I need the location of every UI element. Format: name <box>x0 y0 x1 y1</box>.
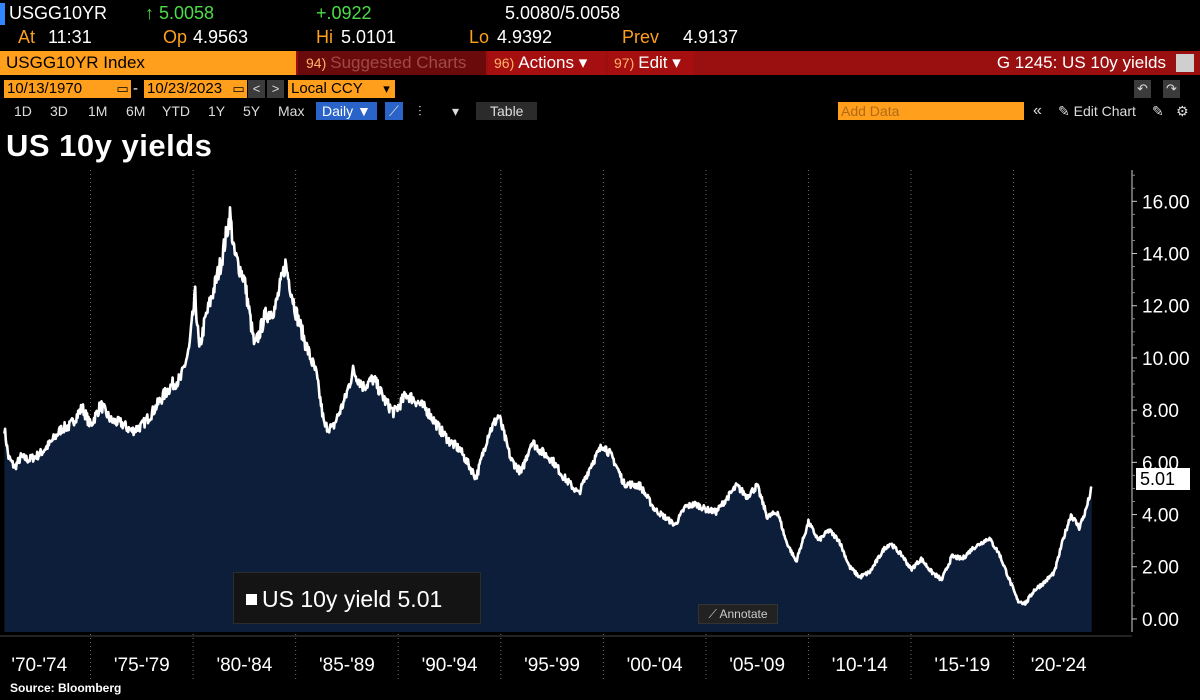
x-tick-label-10: '20-'24 <box>1031 655 1087 676</box>
legend-label: US 10y yield 5.01 <box>262 586 443 612</box>
date-range-bar: 10/13/1970 ▭ - 10/23/2023 ▭ < > Local CC… <box>0 78 1200 100</box>
x-tick-label-6: '00-'04 <box>627 655 683 676</box>
annotate-button[interactable]: ⟋ Annotate <box>698 604 778 624</box>
period-ytd[interactable]: YTD <box>162 103 190 119</box>
yield-line <box>3 206 1093 606</box>
calendar-icon-end[interactable]: ▭ <box>230 80 247 98</box>
quote-header: USGG10YR ↑ 5.0058 +.0922 5.0080/5.0058 <box>0 0 1200 26</box>
low-value: 4.9392 <box>497 27 553 47</box>
edit-chart-button[interactable]: ✎ Edit Chart <box>1058 103 1136 119</box>
high-value: 5.0101 <box>341 27 397 47</box>
yield-area <box>4 207 1092 633</box>
x-tick-label-7: '05-'09 <box>729 655 785 676</box>
net-change: +.0922 <box>316 3 372 23</box>
high-label: Hi <box>316 27 333 47</box>
chart-title: US 10y yields <box>6 128 213 163</box>
y-tick-label-1: 14.00 <box>1142 245 1190 266</box>
next-period-button[interactable]: > <box>267 80 284 98</box>
y-tick-label-0: 16.00 <box>1142 192 1190 213</box>
range-dash: - <box>133 80 138 97</box>
calendar-icon-start[interactable]: ▭ <box>114 80 131 98</box>
start-date-input[interactable]: 10/13/1970 <box>4 80 114 98</box>
edit-num: 97) <box>614 55 635 71</box>
period-5y[interactable]: 5Y <box>243 103 261 119</box>
x-tick-label-8: '10-'14 <box>832 655 888 676</box>
period-6m[interactable]: 6M <box>126 103 146 119</box>
x-tick-label-1: '75-'79 <box>114 655 170 676</box>
prev-value: 4.9137 <box>683 27 739 47</box>
period-max[interactable]: Max <box>278 103 305 119</box>
period-1y[interactable]: 1Y <box>208 103 226 119</box>
end-date-input[interactable]: 10/23/2023 <box>144 80 230 98</box>
at-label: At <box>18 27 36 47</box>
y-tick-label-8: 0.00 <box>1142 610 1179 631</box>
table-button[interactable]: Table <box>476 102 538 120</box>
y-tick-label-6: 4.00 <box>1142 506 1179 527</box>
suggested-label: Suggested Charts <box>330 53 467 72</box>
currency-select[interactable]: Local CCY <box>288 80 378 98</box>
open-value: 4.9563 <box>193 27 249 47</box>
graph-name: G 1245: US 10y yields <box>996 53 1166 72</box>
undo-icon[interactable]: ↶ <box>1134 80 1151 98</box>
x-tick-label-5: '95-'99 <box>524 655 580 676</box>
low-label: Lo <box>469 27 490 47</box>
suggested-num: 94) <box>306 55 327 71</box>
action-bar: USGG10YR Index 94) Suggested Charts 96) Ac… <box>0 51 1200 75</box>
line-chart-icon[interactable]: ⟋ <box>385 102 403 120</box>
bar-chart-icon[interactable]: ⫶ <box>418 103 422 119</box>
period-bar: 1D 3D 1M 6M YTD 1Y 5Y Max Daily ▼ ⟋ ⫶ ▾ … <box>0 100 1200 122</box>
period-1m[interactable]: 1M <box>88 103 108 119</box>
last-price: ↑ 5.0058 <box>145 3 215 23</box>
ticker-label[interactable]: USGG10YR <box>0 3 107 25</box>
y-tick-label-3: 10.00 <box>1142 349 1190 370</box>
period-3d[interactable]: 3D <box>50 103 68 119</box>
x-tick-label-3: '85-'89 <box>319 655 375 676</box>
period-1d[interactable]: 1D <box>14 103 32 119</box>
actions-num: 96) <box>494 55 515 71</box>
frequency-select[interactable]: Daily ▼ <box>316 102 377 120</box>
actions-label: Actions ▾ <box>518 53 588 72</box>
settings-gear-icon[interactable]: ⚙ <box>1176 103 1189 119</box>
edit-label: Edit ▾ <box>638 53 681 72</box>
y-tick-label-7: 2.00 <box>1142 558 1179 579</box>
prev-label: Prev <box>622 27 660 47</box>
suggested-charts-button[interactable]: 94) Suggested Charts <box>298 51 486 75</box>
add-data-input[interactable]: Add Data <box>838 102 1024 120</box>
x-tick-label-4: '90-'94 <box>422 655 478 676</box>
x-tick-label-0: '70-'74 <box>11 655 67 676</box>
currency-dropdown-icon[interactable]: ▾ <box>378 80 395 98</box>
chart-type-dropdown[interactable]: ▾ <box>452 103 460 119</box>
quote-stats: At 11:31 Op 4.9563 Hi 5.0101 Lo 4.9392 P… <box>0 27 1200 51</box>
edit-menu[interactable]: 97) Edit ▾ <box>608 51 694 75</box>
chart-legend[interactable]: US 10y yield 5.01 <box>233 572 481 624</box>
actions-menu[interactable]: 96) Actions ▾ <box>488 51 606 75</box>
collapse-icon[interactable]: « <box>1033 102 1042 119</box>
prev-period-button[interactable]: < <box>248 80 265 98</box>
y-tick-label-4: 8.00 <box>1142 401 1179 422</box>
x-tick-label-2: '80-'84 <box>216 655 272 676</box>
x-axis: '70-'74 '75-'79 '80-'84 '85-'89 '90-'94 '95-'… <box>11 655 1087 676</box>
source-note: Source: Bloomberg <box>10 681 122 695</box>
open-label: Op <box>163 27 188 47</box>
edit-icon[interactable]: ✎ <box>1152 103 1164 119</box>
at-value: 11:31 <box>48 27 92 47</box>
bid-ask: 5.0080/5.0058 <box>505 3 621 23</box>
grab-icon[interactable] <box>1176 54 1194 72</box>
last-value-label: 5.01 <box>1136 468 1190 490</box>
y-tick-label-2: 12.00 <box>1142 297 1190 318</box>
redo-icon[interactable]: ↷ <box>1163 80 1180 98</box>
x-tick-label-9: '15-'19 <box>934 655 990 676</box>
legend-swatch <box>246 594 257 605</box>
security-field[interactable]: USGG10YR Index <box>0 51 296 75</box>
